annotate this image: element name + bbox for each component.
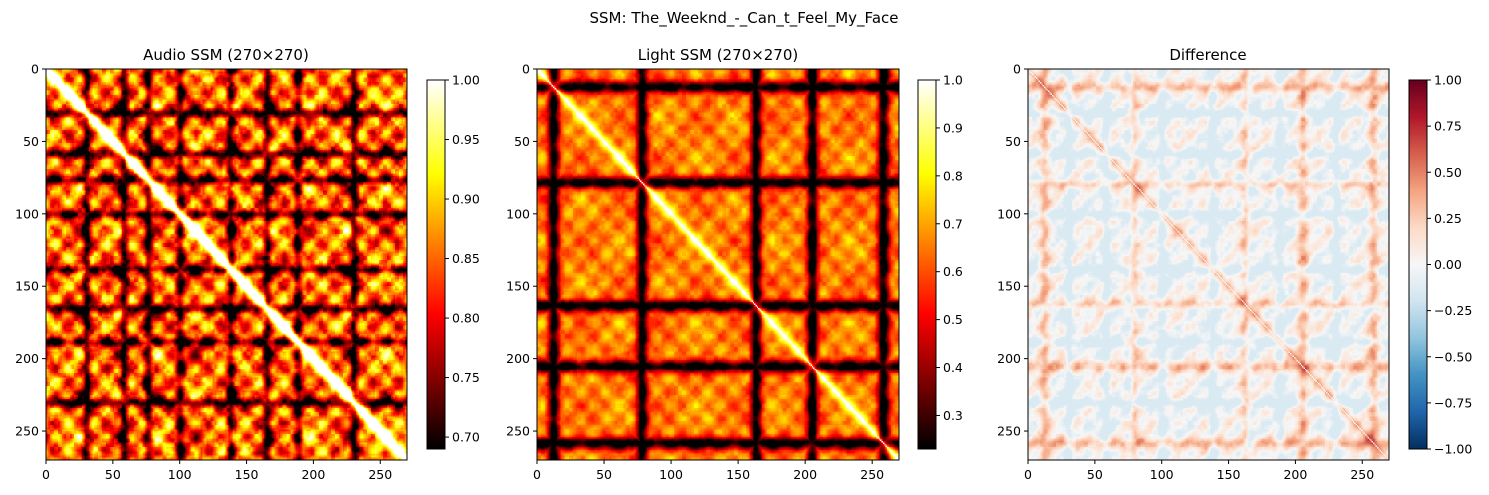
x-tick-label: 100 — [168, 467, 192, 482]
audio-ssm-colorbar-ticks: 0.70 0.75 0.80 0.85 0.90 0.95 1.00 — [445, 73, 480, 445]
light-ssm-title: Light SSM (270×270) — [638, 46, 799, 64]
light-ssm-heatmap — [537, 69, 899, 460]
y-tick-label: 200 — [506, 351, 530, 366]
colorbar-tick-label: 0.80 — [452, 311, 480, 326]
colorbar-tick-label: −0.75 — [1434, 395, 1472, 410]
audio-ssm-colorbar-frame — [426, 79, 446, 450]
colorbar-tick-label: 0.85 — [452, 251, 480, 266]
colorbar-tick-label: 0.6 — [943, 264, 963, 279]
y-tick-label: 100 — [997, 206, 1021, 221]
light-ssm-colorbar — [918, 80, 936, 449]
colorbar-tick-label: 0.75 — [1434, 119, 1462, 134]
light-ssm-axes-frame — [536, 68, 900, 461]
y-tick-label: 150 — [506, 279, 530, 294]
x-tick-label: 200 — [1283, 467, 1307, 482]
colorbar-tick-label: 0.4 — [943, 360, 963, 375]
x-tick-label: 100 — [1150, 467, 1174, 482]
colorbar-tick-label: 0.3 — [943, 408, 963, 423]
y-tick-label: 150 — [15, 279, 39, 294]
difference-heatmap — [1028, 69, 1389, 460]
colorbar-tick-label: 0.70 — [452, 430, 480, 445]
light-ssm-panel: Light SSM (270×270) 0 50 100 150 200 250 0 50 10… — [506, 46, 963, 482]
x-tick-label: 200 — [301, 467, 325, 482]
x-tick-label: 250 — [1350, 467, 1374, 482]
y-tick-label: 250 — [506, 424, 530, 439]
y-tick-label: 50 — [1005, 134, 1021, 149]
colorbar-tick-label: 0.7 — [943, 216, 963, 231]
x-tick-label: 150 — [1217, 467, 1241, 482]
x-tick-label: 150 — [726, 467, 750, 482]
light-ssm-colorbar-ticks: 0.3 0.4 0.5 0.6 0.7 0.8 0.9 1.0 — [936, 73, 963, 423]
y-tick-label: 100 — [506, 206, 530, 221]
x-tick-label: 50 — [105, 467, 121, 482]
x-tick-label: 200 — [793, 467, 817, 482]
y-tick-label: 100 — [15, 206, 39, 221]
colorbar-tick-label: 0.50 — [1434, 165, 1462, 180]
audio-ssm-colorbar — [427, 80, 445, 449]
y-tick-label: 250 — [15, 424, 39, 439]
colorbar-tick-label: 0.75 — [452, 370, 480, 385]
y-tick-label: 50 — [514, 134, 530, 149]
x-tick-label: 0 — [42, 467, 50, 482]
x-tick-label: 50 — [596, 467, 612, 482]
x-tick-label: 50 — [1087, 467, 1103, 482]
colorbar-tick-label: 0.9 — [943, 120, 963, 135]
colorbar-tick-label: −0.50 — [1434, 349, 1472, 364]
difference-title: Difference — [1169, 46, 1246, 64]
x-tick-label: 250 — [860, 467, 884, 482]
y-tick-label: 200 — [997, 351, 1021, 366]
audio-ssm-title: Audio SSM (270×270) — [143, 46, 309, 64]
colorbar-tick-label: 0.90 — [452, 192, 480, 207]
difference-panel: Difference 0 50 100 150 200 250 0 50 100 150 200 25… — [997, 46, 1472, 482]
y-tick-label: 50 — [23, 134, 39, 149]
difference-ticks: 0 50 100 150 200 250 0 50 100 150 200 250 — [997, 62, 1374, 483]
y-tick-label: 0 — [1013, 62, 1021, 77]
colorbar-tick-label: 1.00 — [452, 73, 480, 88]
difference-colorbar — [1409, 80, 1427, 449]
y-tick-label: 200 — [15, 351, 39, 366]
y-tick-label: 250 — [997, 424, 1021, 439]
x-tick-label: 250 — [368, 467, 392, 482]
colorbar-tick-label: 1.00 — [1434, 73, 1462, 88]
difference-colorbar-ticks: −1.00 −0.75 −0.50 −0.25 0.00 0.25 0.50 0.75 1.00 — [1427, 73, 1472, 457]
colorbar-tick-label: 0.00 — [1434, 257, 1462, 272]
colorbar-tick-label: 1.0 — [943, 73, 963, 88]
colorbar-tick-label: 0.8 — [943, 168, 963, 183]
audio-ssm-panel: Audio SSM (270×270) 0 50 100 150 200 250 0 50 10… — [15, 46, 480, 482]
colorbar-tick-label: 0.25 — [1434, 211, 1462, 226]
y-tick-label: 0 — [522, 62, 530, 77]
audio-ssm-heatmap — [46, 69, 407, 460]
x-tick-label: 0 — [533, 467, 541, 482]
y-tick-label: 0 — [31, 62, 39, 77]
difference-axes-frame — [1027, 68, 1390, 461]
y-tick-label: 150 — [997, 279, 1021, 294]
figure-suptitle: SSM: The_Weeknd_-_Can_t_Feel_My_Face — [590, 9, 899, 28]
colorbar-tick-label: 0.95 — [452, 132, 480, 147]
light-ssm-ticks: 0 50 100 150 200 250 0 50 100 150 200 250 — [506, 62, 884, 483]
audio-ssm-axes-frame — [45, 68, 408, 461]
light-ssm-colorbar-frame — [917, 79, 937, 450]
x-tick-label: 0 — [1024, 467, 1032, 482]
x-tick-label: 150 — [235, 467, 259, 482]
colorbar-tick-label: −1.00 — [1434, 442, 1472, 457]
colorbar-tick-label: 0.5 — [943, 312, 963, 327]
x-tick-label: 100 — [659, 467, 683, 482]
audio-ssm-ticks: 0 50 100 150 200 250 0 50 100 150 200 250 — [15, 62, 392, 483]
colorbar-tick-label: −0.25 — [1434, 303, 1472, 318]
